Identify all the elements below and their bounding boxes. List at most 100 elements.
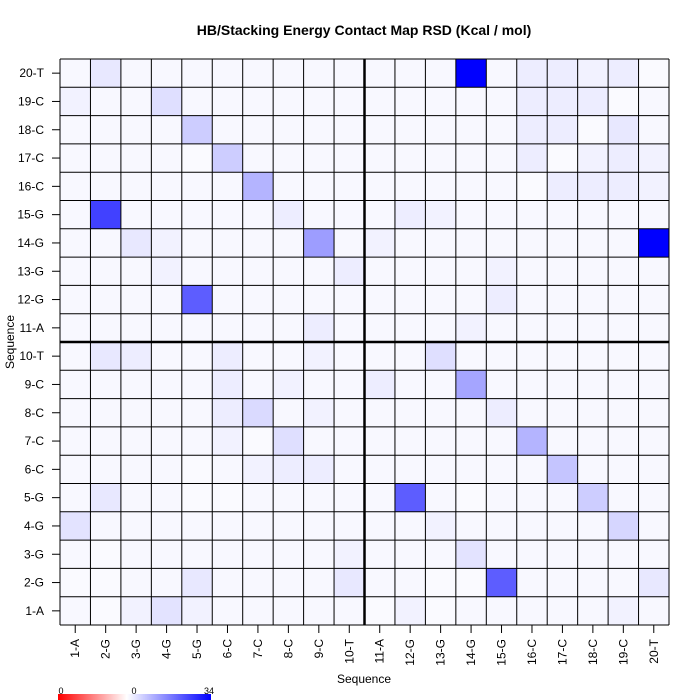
heatmap-cell-15-G-11-A (364, 200, 395, 229)
heatmap-cell-18-C-9-C (303, 115, 335, 144)
heatmap-cell-4-G-15-G (486, 511, 517, 541)
heatmap-cell-4-G-16-C (516, 511, 548, 541)
heatmap-cell-9-C-7-C (242, 370, 274, 399)
heatmap-cell-18-C-5-G (181, 115, 213, 144)
heatmap-cell-4-G-8-C (273, 511, 304, 541)
heatmap-cell-17-C-13-G (425, 143, 456, 173)
heatmap-cell-15-G-16-C (516, 200, 548, 229)
heatmap-cell-4-G-4-G (151, 511, 182, 541)
heatmap-cell-15-G-17-C (547, 200, 578, 229)
heatmap-cell-12-G-8-C (273, 285, 304, 314)
y-tick-labels: 1-A 2-G 3-G 4-G 5-G 6-C 7-C 8-C 9-C 10-T 11-A 12-G 1… (17, 66, 60, 618)
heatmap-cell-5-G-11-A (364, 483, 395, 512)
heatmap-cell-10-T-11-A (364, 342, 395, 371)
x-tick-label: 5-G (190, 639, 204, 659)
heatmap-cell-12-G-6-C (212, 285, 243, 314)
heatmap-cell-10-T-19-C (608, 342, 639, 371)
heatmap-cell-16-C-14-G (455, 172, 487, 201)
heatmap-cell-12-G-7-C (242, 285, 274, 314)
heatmap-cell-15-G-8-C (273, 200, 304, 229)
heatmap-cell-5-G-20-T (638, 483, 669, 512)
heatmap-cell-2-G-16-C (516, 568, 548, 597)
x-tick-label: 17-C (555, 639, 569, 665)
heatmap-cell-4-G-13-G (425, 511, 456, 541)
x-tick-label: 16-C (525, 639, 539, 665)
heatmap-cell-8-C-9-C (303, 398, 335, 427)
heatmap-cell-8-C-3-G (120, 398, 152, 427)
heatmap-cell-18-C-11-A (364, 115, 395, 144)
heatmap-cell-9-C-4-G (151, 370, 182, 399)
heatmap-cell-12-G-15-G (486, 285, 517, 314)
heatmap-cell-14-G-9-C (303, 228, 335, 258)
heatmap-cell-9-C-8-C (273, 370, 304, 399)
heatmap-cell-17-C-12-G (394, 143, 426, 173)
heatmap-cell-17-C-4-G (151, 143, 182, 173)
heatmap-cell-17-C-20-T (638, 143, 669, 173)
heatmap-cell-15-G-5-G (181, 200, 213, 229)
y-tick-label: 15-G (17, 208, 44, 222)
heatmap-cell-9-C-10-T (334, 370, 365, 399)
heatmap-cell-13-G-14-G (455, 257, 487, 286)
x-tick-label: 19-C (616, 639, 630, 665)
heatmap-cell-6-C-4-G (151, 455, 182, 484)
heatmap-cell-7-C-10-T (334, 426, 365, 456)
heatmap-cell-2-G-10-T (334, 568, 365, 597)
heatmap-cell-4-G-2-G (90, 511, 121, 541)
heatmap-cell-12-G-1-A (60, 285, 91, 314)
heatmap-cell-14-G-15-G (486, 228, 517, 258)
heatmap-cell-3-G-6-C (212, 540, 243, 569)
heatmap-cell-8-C-15-G (486, 398, 517, 427)
y-tick-label: 4-G (24, 519, 44, 533)
heatmap-cell-19-C-13-G (425, 87, 456, 116)
heatmap-cell-7-C-17-C (547, 426, 578, 456)
y-tick-label: 11-A (20, 321, 44, 335)
heatmap-cell-13-G-20-T (638, 257, 669, 286)
heatmap-cell-3-G-10-T (334, 540, 365, 569)
heatmap-cell-1-A-3-G (120, 596, 152, 625)
heatmap-cell-11-A-7-C (242, 313, 274, 342)
heatmap-cell-19-C-14-G (455, 87, 487, 116)
heatmap-cell-8-C-8-C (273, 398, 304, 427)
heatmap-cell-19-C-2-G (90, 87, 121, 116)
heatmap-cell-5-G-14-G (455, 483, 487, 512)
heatmap-cell-11-A-4-G (151, 313, 182, 342)
heatmap-cell-4-G-20-T (638, 511, 669, 541)
heatmap-cell-17-C-5-G (181, 143, 213, 173)
heatmap-cell-18-C-3-G (120, 115, 152, 144)
heatmap-cell-8-C-11-A (364, 398, 395, 427)
heatmap-cell-11-A-9-C (303, 313, 335, 342)
heatmap-cell-6-C-3-G (120, 455, 152, 484)
heatmap-cell-1-A-13-G (425, 596, 456, 625)
heatmap-cell-12-G-18-C (577, 285, 609, 314)
heatmap-cell-15-G-7-C (242, 200, 274, 229)
heatmap-cell-11-A-8-C (273, 313, 304, 342)
heatmap-cell-11-A-10-T (334, 313, 365, 342)
heatmap-cell-14-G-20-T (638, 228, 669, 258)
heatmap-cell-2-G-1-A (60, 568, 91, 597)
heatmap-cell-7-C-18-C (577, 426, 609, 456)
heatmap-cell-10-T-12-G (394, 342, 426, 371)
heatmap-cell-20-T-11-A (364, 59, 395, 88)
heatmap-cell-13-G-12-G (394, 257, 426, 286)
heatmap-cell-5-G-8-C (273, 483, 304, 512)
heatmap-cell-13-G-11-A (364, 257, 395, 286)
heatmap-cell-5-G-12-G (394, 483, 426, 512)
heatmap-cell-9-C-20-T (638, 370, 669, 399)
heatmap-cell-8-C-18-C (577, 398, 609, 427)
heatmap-cell-19-C-8-C (273, 87, 304, 116)
heatmap-cell-4-G-1-A (60, 511, 91, 541)
heatmap-cell-5-G-19-C (608, 483, 639, 512)
heatmap-cell-18-C-17-C (547, 115, 578, 144)
heatmap-cell-15-G-2-G (90, 200, 121, 229)
heatmap-cell-6-C-19-C (608, 455, 639, 484)
heatmap-cell-7-C-8-C (273, 426, 304, 456)
heatmap-cell-16-C-6-C (212, 172, 243, 201)
heatmap-cell-2-G-15-G (486, 568, 517, 597)
heatmap-cell-8-C-10-T (334, 398, 365, 427)
heatmap-cell-4-G-7-C (242, 511, 274, 541)
x-tick-label: 11-A (373, 639, 387, 663)
heatmap-cell-8-C-12-G (394, 398, 426, 427)
heatmap-cell-18-C-8-C (273, 115, 304, 144)
heatmap-cell-17-C-9-C (303, 143, 335, 173)
x-tick-label: 4-G (160, 639, 174, 659)
